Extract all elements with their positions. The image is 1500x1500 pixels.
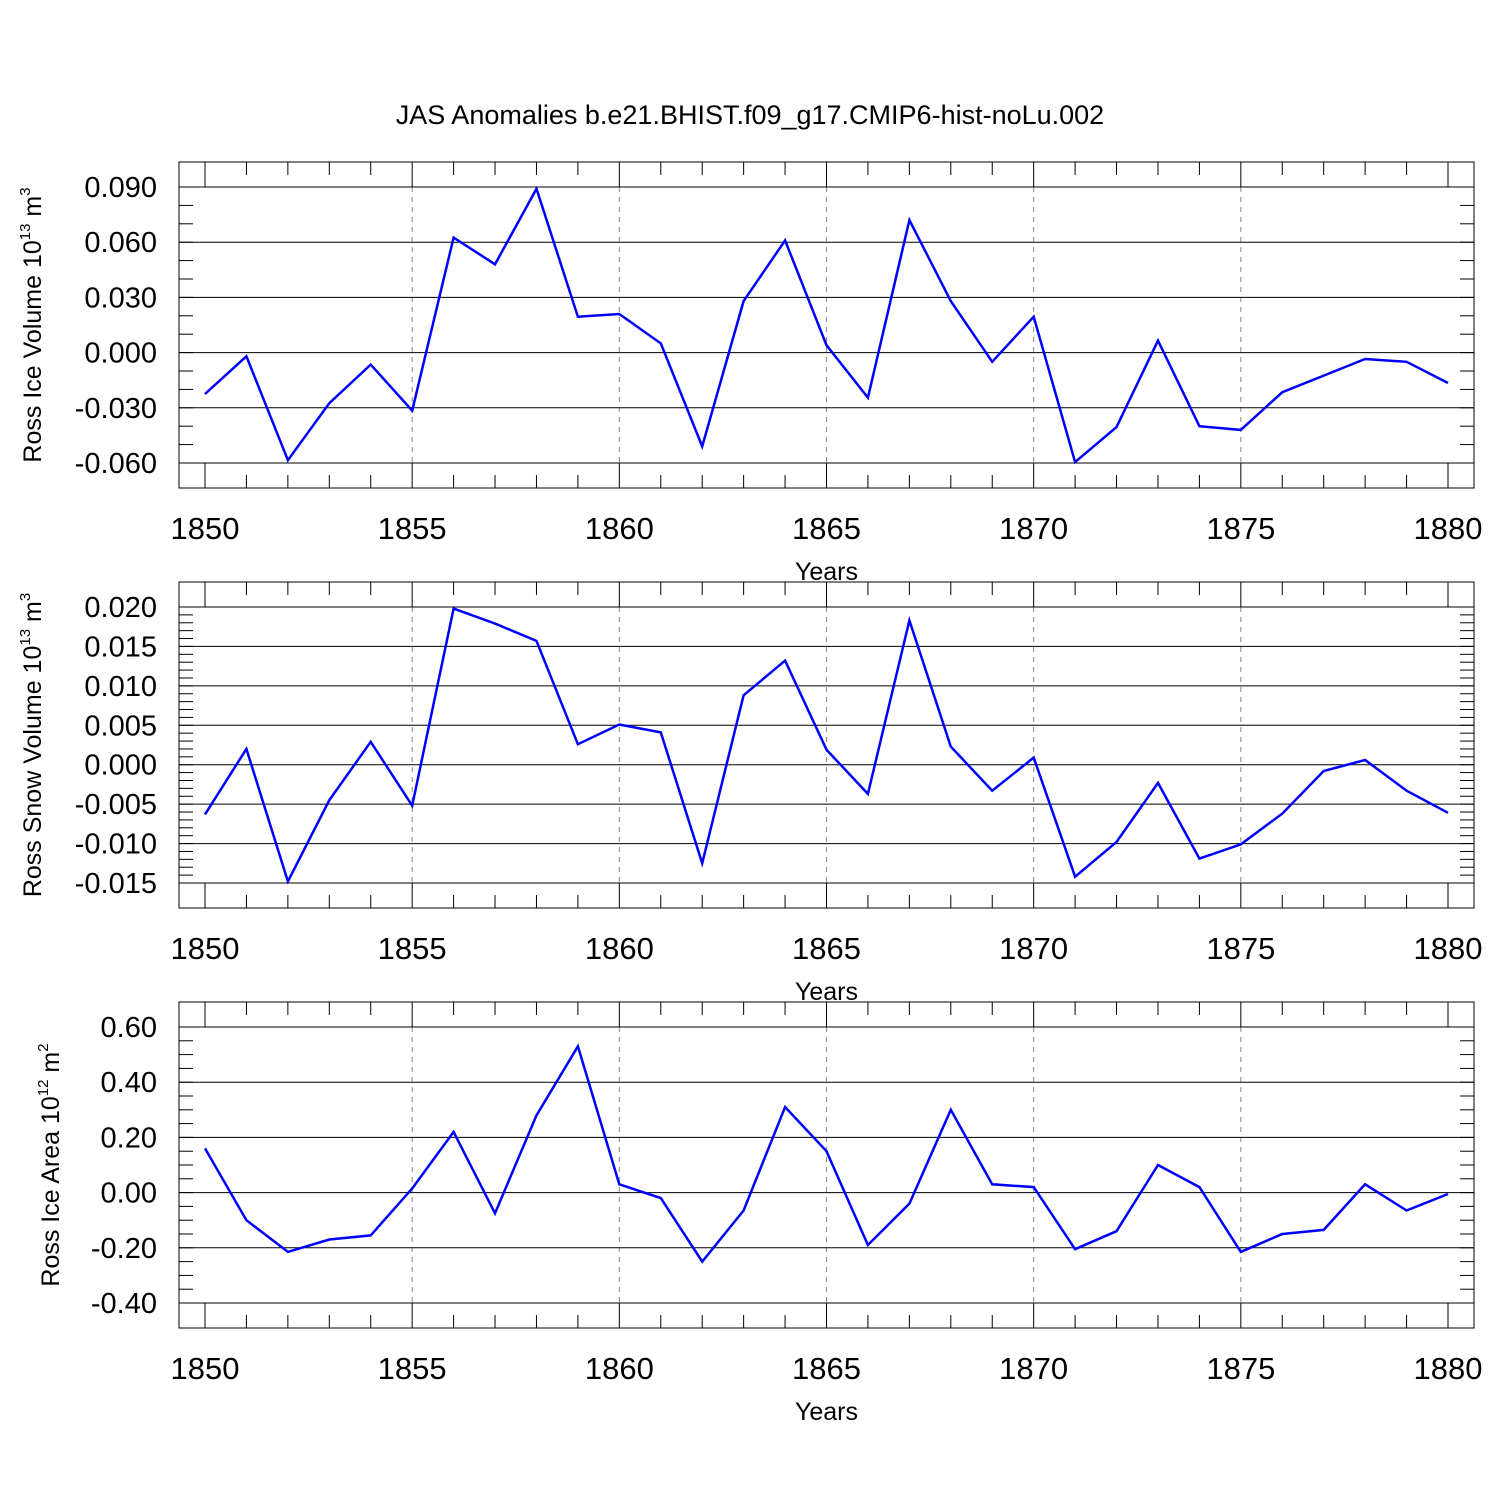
x-tick-label: 1865 — [792, 1351, 861, 1386]
x-tick-label: 1850 — [171, 511, 240, 546]
y-tick-label: 0.030 — [84, 282, 157, 314]
x-tick-label: 1860 — [585, 1351, 654, 1386]
x-tick-label: 1875 — [1206, 511, 1275, 546]
y-tick-label: 0.20 — [101, 1122, 157, 1154]
y-tick-label: 0.020 — [84, 592, 157, 624]
y-axis-label-unit: m — [19, 196, 47, 224]
figure-title: JAS Anomalies b.e21.BHIST.f09_g17.CMIP6-… — [396, 100, 1104, 130]
y-axis-label: Ross Ice Volume 1013 m3 — [17, 187, 47, 462]
y-axis-label: Ross Snow Volume 1013 m3 — [17, 593, 47, 897]
y-axis-label-text: Ross Snow Volume 10 — [19, 646, 47, 898]
y-tick-label: 0.060 — [84, 227, 157, 259]
y-axis-label-exponent: 12 — [35, 1080, 52, 1097]
chart-panels: -0.060 -0.030 0.000 0.030 0.060 0.090 1850 1855… — [17, 161, 1483, 1426]
y-tick-label: 0.010 — [84, 671, 157, 703]
y-tick-label: -0.010 — [75, 829, 157, 861]
chart-panel-1: -0.060 -0.030 0.000 0.030 0.060 0.090 1850 1855… — [17, 161, 1483, 586]
x-tick-label: 1860 — [585, 931, 654, 966]
x-axis-label: Years — [795, 978, 858, 1006]
x-tick-label: 1855 — [378, 1351, 447, 1386]
y-tick-label: 0.00 — [101, 1178, 157, 1210]
y-tick-label: -0.40 — [91, 1288, 157, 1320]
y-tick-label: 0.40 — [101, 1067, 157, 1099]
y-tick-label: 0.015 — [84, 631, 157, 663]
x-tick-label: 1870 — [999, 1351, 1068, 1386]
x-tick-label: 1870 — [999, 511, 1068, 546]
y-tick-label: -0.015 — [75, 868, 157, 900]
x-tick-label: 1850 — [171, 1351, 240, 1386]
data-series-line — [203, 1043, 1449, 1264]
y-axis-label-unit: m — [37, 1052, 65, 1080]
y-axis-label-exponent: 13 — [17, 224, 34, 241]
y-tick-label: 0.000 — [84, 750, 157, 782]
y-axis-label-text: Ross Ice Area 10 — [37, 1096, 65, 1286]
y-axis-label-unit: m — [19, 601, 47, 629]
y-tick-label: 0.090 — [84, 172, 157, 204]
x-tick-label: 1865 — [792, 511, 861, 546]
y-tick-label: -0.005 — [75, 789, 157, 821]
x-tick-label: 1855 — [378, 511, 447, 546]
y-axis-label-unit-exponent: 3 — [17, 187, 34, 195]
x-tick-label: 1855 — [378, 931, 447, 966]
y-axis-label-unit-exponent: 2 — [35, 1043, 52, 1051]
y-tick-label: 0.000 — [84, 338, 157, 370]
x-tick-label: 1880 — [1414, 931, 1483, 966]
x-tick-label: 1875 — [1206, 931, 1275, 966]
y-axis-label-text: Ross Ice Volume 10 — [19, 240, 47, 462]
y-tick-label: -0.060 — [75, 448, 157, 480]
data-series-line — [204, 185, 1449, 465]
chart-panel-2: -0.015 -0.010 -0.005 0.000 0.005 0.010 0.015 0.… — [17, 581, 1483, 1006]
x-tick-label: 1850 — [171, 931, 240, 966]
x-tick-label: 1875 — [1206, 1351, 1275, 1386]
y-tick-label: -0.20 — [91, 1233, 157, 1265]
x-tick-label: 1870 — [999, 931, 1068, 966]
y-tick-label: 0.60 — [101, 1012, 157, 1044]
x-tick-label: 1860 — [585, 511, 654, 546]
x-axis-label: Years — [795, 1398, 858, 1426]
x-tick-label: 1865 — [792, 931, 861, 966]
x-axis-label: Years — [795, 558, 858, 586]
y-axis-label-unit-exponent: 3 — [17, 593, 34, 601]
y-axis-label-exponent: 13 — [17, 629, 34, 646]
x-tick-label: 1880 — [1414, 1351, 1483, 1386]
y-axis-label: Ross Ice Area 1012 m2 — [35, 1043, 65, 1286]
x-tick-label: 1880 — [1414, 511, 1483, 546]
y-tick-label: 0.005 — [84, 710, 157, 742]
data-series-line — [203, 606, 1449, 885]
chart-panel-3: -0.40 -0.20 0.00 0.20 0.40 0.60 1850 1855 1860 18… — [35, 1001, 1483, 1426]
y-tick-label: -0.030 — [75, 393, 157, 425]
